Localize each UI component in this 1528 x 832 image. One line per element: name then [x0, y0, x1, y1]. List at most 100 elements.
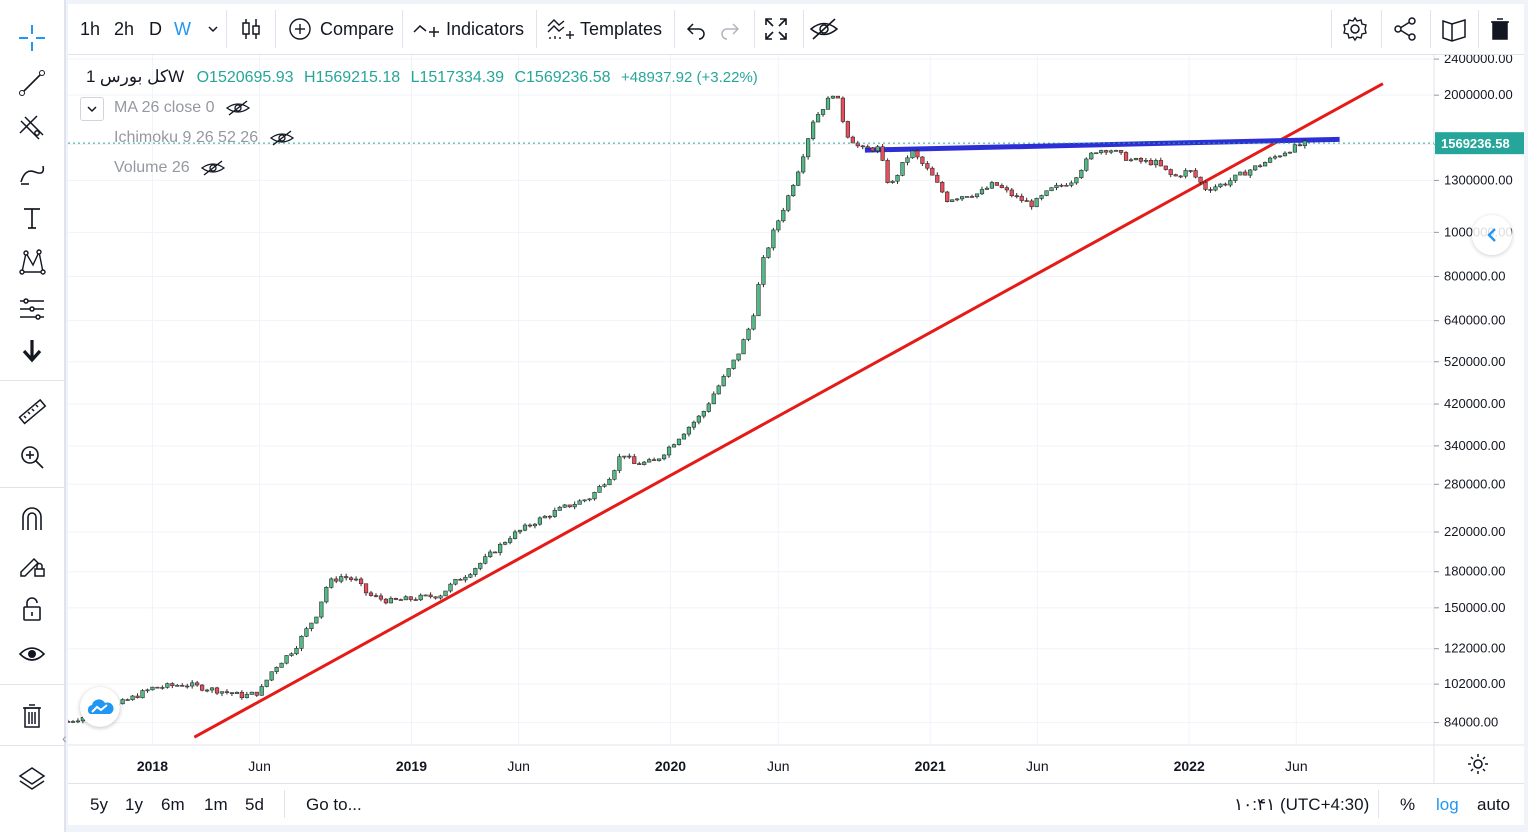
candle-body: [150, 686, 155, 691]
candle-body: [428, 594, 433, 598]
auto-toggle[interactable]: auto: [1477, 794, 1511, 814]
share-icon[interactable]: [1391, 4, 1419, 54]
log-toggle[interactable]: log: [1436, 794, 1459, 814]
legend-collapse-button[interactable]: [80, 97, 104, 121]
ohlc-low: L1517334.39: [410, 69, 505, 86]
candle-body: [488, 551, 493, 557]
arrow-down-icon[interactable]: [12, 333, 52, 369]
crosshair-icon[interactable]: [12, 20, 52, 56]
candle-body: [602, 484, 607, 487]
axis-settings-icon[interactable]: [1466, 752, 1490, 776]
redo-icon[interactable]: [718, 4, 742, 54]
candle-body: [945, 191, 950, 202]
candle-body: [870, 147, 875, 152]
goto-button[interactable]: Go to...: [306, 794, 362, 814]
eye-hidden-icon[interactable]: [200, 159, 226, 177]
last-price-label: 1569236.58: [1441, 136, 1510, 151]
brush-icon[interactable]: [12, 155, 52, 191]
delete-icon[interactable]: [1486, 4, 1514, 54]
range-5d[interactable]: 5d: [245, 794, 264, 814]
candle-body: [1188, 170, 1193, 172]
candle-body: [1223, 183, 1228, 186]
candle-body: [989, 182, 995, 189]
candle-body: [249, 691, 254, 695]
candle-body: [1099, 150, 1104, 154]
tradingview-logo[interactable]: [80, 687, 120, 727]
ruler-icon[interactable]: [12, 394, 52, 430]
candle-body: [527, 524, 533, 527]
candle-body: [726, 368, 731, 377]
compare-button[interactable]: Compare: [287, 4, 394, 54]
trash-icon[interactable]: [12, 698, 52, 734]
candle-body: [130, 695, 135, 701]
candle-body: [200, 684, 205, 691]
last-price-badge: [1435, 132, 1524, 155]
eye-hidden-icon[interactable]: [269, 129, 295, 147]
range-1y[interactable]: 1y: [125, 794, 143, 814]
interval-w[interactable]: W: [174, 18, 191, 39]
range-6m[interactable]: 6m: [161, 794, 185, 814]
fullscreen-icon[interactable]: [763, 4, 789, 54]
unlock-icon[interactable]: [12, 591, 52, 627]
trend-line-icon[interactable]: [12, 65, 52, 101]
snapshot-icon[interactable]: [1440, 4, 1468, 54]
collapse-toolbar-arrow[interactable]: ‹: [62, 730, 67, 746]
candle-body: [736, 353, 741, 361]
chart-pane[interactable]: 2400000.002000000.001560000.001300000.00…: [62, 55, 1524, 783]
range-5y[interactable]: 5y: [90, 794, 108, 814]
candle-body: [443, 590, 448, 597]
candle-body: [1243, 171, 1248, 176]
candle-body: [304, 628, 309, 637]
settings-gear-icon[interactable]: [1341, 4, 1369, 54]
x-tick-label: Jun: [767, 758, 790, 774]
candle-body: [835, 95, 841, 99]
layers-icon[interactable]: [12, 760, 52, 796]
magnet-icon[interactable]: [12, 501, 52, 537]
percent-toggle[interactable]: %: [1400, 794, 1416, 814]
candle-body: [358, 578, 364, 585]
eye-hidden-icon[interactable]: [225, 99, 251, 117]
candle-body: [507, 538, 513, 543]
candle-body: [940, 182, 945, 193]
indicators-button[interactable]: Indicators: [412, 4, 524, 54]
undo-icon[interactable]: [684, 4, 708, 54]
candle-body: [1109, 150, 1114, 153]
candle-body: [1143, 160, 1148, 162]
text-tool-icon[interactable]: [12, 200, 52, 236]
indicator-volume[interactable]: Volume 26: [114, 159, 226, 177]
candle-body: [711, 393, 716, 405]
range-1m[interactable]: 1m: [204, 794, 228, 814]
interval-2h[interactable]: 2h: [114, 18, 135, 39]
interval-d[interactable]: D: [149, 18, 162, 39]
candle-body: [900, 162, 905, 176]
candle-body: [383, 598, 389, 604]
candle-body: [984, 187, 990, 190]
x-tick-label: 2022: [1174, 758, 1205, 774]
measure-tool-icon[interactable]: [12, 290, 52, 326]
indicator-ichimoku[interactable]: Ichimoku 9 26 52 26: [114, 129, 295, 147]
candle-body: [885, 160, 890, 183]
y-tick-label: 150000.00: [1444, 600, 1505, 615]
hide-drawings-icon[interactable]: [808, 4, 840, 54]
pattern-tool-icon[interactable]: [12, 244, 52, 280]
ohlc-open: O1520695.93: [196, 69, 294, 86]
candles-icon[interactable]: [238, 4, 264, 54]
eye-icon[interactable]: [12, 636, 52, 672]
candle-body: [259, 686, 264, 696]
candle-body: [329, 578, 334, 588]
lock-drawing-icon[interactable]: [12, 546, 52, 582]
zoom-in-icon[interactable]: [12, 439, 52, 475]
candle-body: [671, 444, 677, 448]
templates-label: Templates: [580, 18, 663, 39]
fib-tool-icon[interactable]: [12, 110, 52, 146]
interval-1h[interactable]: 1h: [80, 18, 101, 39]
candle-body: [652, 459, 657, 461]
indicator-ma[interactable]: MA 26 close 0: [114, 99, 251, 117]
timezone-clock[interactable]: ۱۰:۴۱ (UTC+4:30): [1234, 794, 1370, 814]
chevron-down-icon[interactable]: [206, 4, 220, 54]
templates-button[interactable]: Templates: [546, 4, 662, 54]
candle-body: [209, 687, 215, 691]
x-tick-label: 2021: [915, 758, 946, 774]
price-chart[interactable]: 2400000.002000000.001560000.001300000.00…: [68, 55, 1524, 783]
scroll-to-realtime-button[interactable]: [1472, 215, 1512, 255]
